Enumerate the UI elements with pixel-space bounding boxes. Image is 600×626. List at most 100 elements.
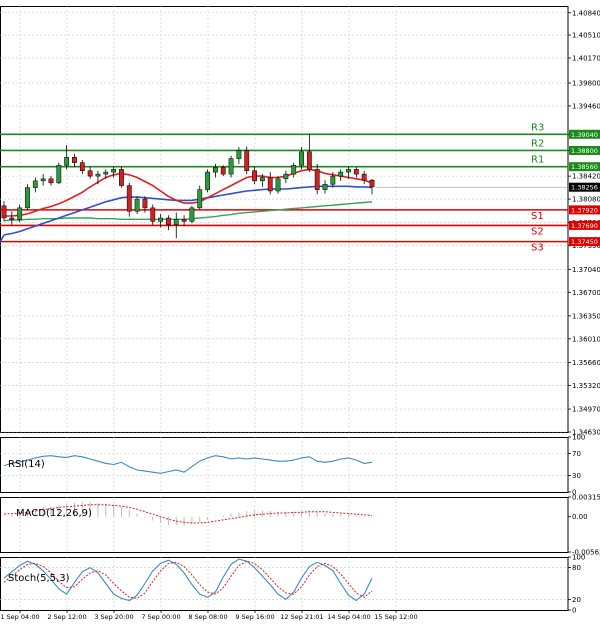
candle — [220, 165, 226, 177]
candle-body-down — [244, 150, 250, 171]
price-tick-label: 1.36700 — [572, 289, 600, 297]
candle — [322, 180, 328, 194]
candle — [1, 201, 7, 222]
candle-body-down — [48, 178, 54, 184]
candle-body-down — [181, 219, 187, 222]
candle — [87, 166, 93, 179]
price-tick-label: 1.39800 — [572, 79, 600, 87]
level-tag-label: 1.37920 — [571, 206, 598, 214]
candle-body-up — [236, 150, 242, 159]
candle-body-down — [79, 162, 85, 171]
candle — [338, 169, 344, 181]
candle — [25, 184, 30, 210]
candle-body-up — [56, 165, 62, 184]
candle — [32, 177, 38, 193]
candle-body-up — [103, 171, 109, 175]
candle — [306, 133, 312, 173]
candle-body-up — [173, 219, 179, 225]
candle-body-up — [291, 165, 297, 175]
rsi-tick-label: 0 — [572, 489, 576, 497]
panel-frame-macd — [0, 497, 569, 553]
candle — [361, 170, 367, 185]
candle — [236, 147, 242, 164]
candle-body-down — [220, 167, 226, 175]
candle-body-up — [95, 173, 101, 177]
candle — [150, 204, 156, 225]
stoch-tick-label: 20 — [572, 596, 581, 604]
candle — [126, 182, 132, 217]
rsi-label: RSI(14) — [8, 459, 45, 470]
candle — [48, 176, 54, 186]
macd-tick-label: 0.00 — [572, 513, 588, 521]
candle-body-down — [369, 179, 375, 188]
candle-body-down — [252, 170, 257, 182]
candle-body-down — [314, 169, 320, 190]
level-tag-bg — [569, 237, 600, 247]
level-label-s3: S3 — [531, 243, 544, 254]
level-price-tag: 1.39040 — [569, 129, 600, 139]
price-tick-label: 1.34970 — [572, 406, 600, 414]
candle — [9, 211, 15, 225]
candle-body-up — [346, 169, 351, 173]
macd-tick-label: -0.005628 — [572, 549, 600, 557]
candle — [330, 172, 336, 188]
price-tick-label: 1.36010 — [572, 335, 600, 343]
candle-body-down — [361, 173, 367, 181]
level-price-tag: 1.38560 — [569, 162, 600, 172]
time-tick-label: 7 Sep 00:00 — [141, 613, 180, 621]
price-tick-label: 1.40840 — [572, 9, 600, 17]
candle-body-down — [306, 151, 312, 170]
level-tag-label: 1.38800 — [571, 147, 598, 155]
candle — [72, 153, 77, 168]
price-tick-label: 1.35660 — [572, 359, 600, 367]
candle — [299, 147, 304, 170]
candle-body-up — [64, 156, 70, 166]
candle — [346, 166, 351, 179]
candle-body-up — [213, 167, 218, 173]
time-tick-label: 12 Sep 21:01 — [280, 613, 323, 621]
candle — [283, 170, 289, 183]
price-tick-label: 1.38080 — [572, 196, 600, 204]
candle — [40, 174, 46, 186]
candle — [314, 163, 320, 195]
candle — [228, 155, 234, 178]
candle-body-up — [25, 187, 30, 209]
candle-body-up — [17, 207, 23, 220]
time-tick-label: 14 Sep 04:00 — [327, 613, 370, 621]
stoch-tick-label: 0 — [572, 607, 576, 615]
candle-body-up — [283, 173, 289, 180]
rsi-tick-label: 30 — [572, 472, 581, 480]
level-price-tag: 1.37690 — [569, 220, 600, 230]
level-tag-label: 1.38560 — [571, 163, 598, 171]
candle — [275, 176, 281, 194]
candle — [197, 185, 203, 210]
macd-label: MACD(12,26,9) — [16, 508, 92, 519]
candle-body-up — [228, 158, 234, 175]
candle — [56, 162, 62, 185]
candle — [213, 163, 218, 178]
candle — [353, 167, 359, 178]
candle — [252, 166, 257, 185]
current-price-label: 1.38256 — [571, 184, 598, 192]
candle-body-up — [299, 151, 304, 166]
price-tick-label: 1.34630 — [572, 429, 600, 437]
level-tag-label: 1.37450 — [571, 238, 598, 246]
level-price-tag: 1.38800 — [569, 145, 600, 155]
candle-body-up — [111, 169, 117, 173]
candle-body-up — [40, 178, 46, 182]
level-label-r1: R1 — [531, 155, 544, 166]
time-tick-label: 15 Sep 12:00 — [374, 613, 417, 621]
candle-body-up — [197, 189, 203, 209]
ma-blue-line — [3, 185, 373, 236]
candle — [369, 178, 375, 195]
candle — [134, 196, 140, 214]
candle — [17, 204, 23, 223]
candle — [267, 172, 273, 195]
price-tick-label: 1.36350 — [572, 312, 600, 320]
candle-body-down — [353, 169, 359, 175]
candle-body-up — [330, 175, 336, 185]
time-tick-label: 9 Sep 16:00 — [235, 613, 274, 621]
candle-body-down — [126, 185, 132, 212]
candle — [291, 162, 297, 178]
